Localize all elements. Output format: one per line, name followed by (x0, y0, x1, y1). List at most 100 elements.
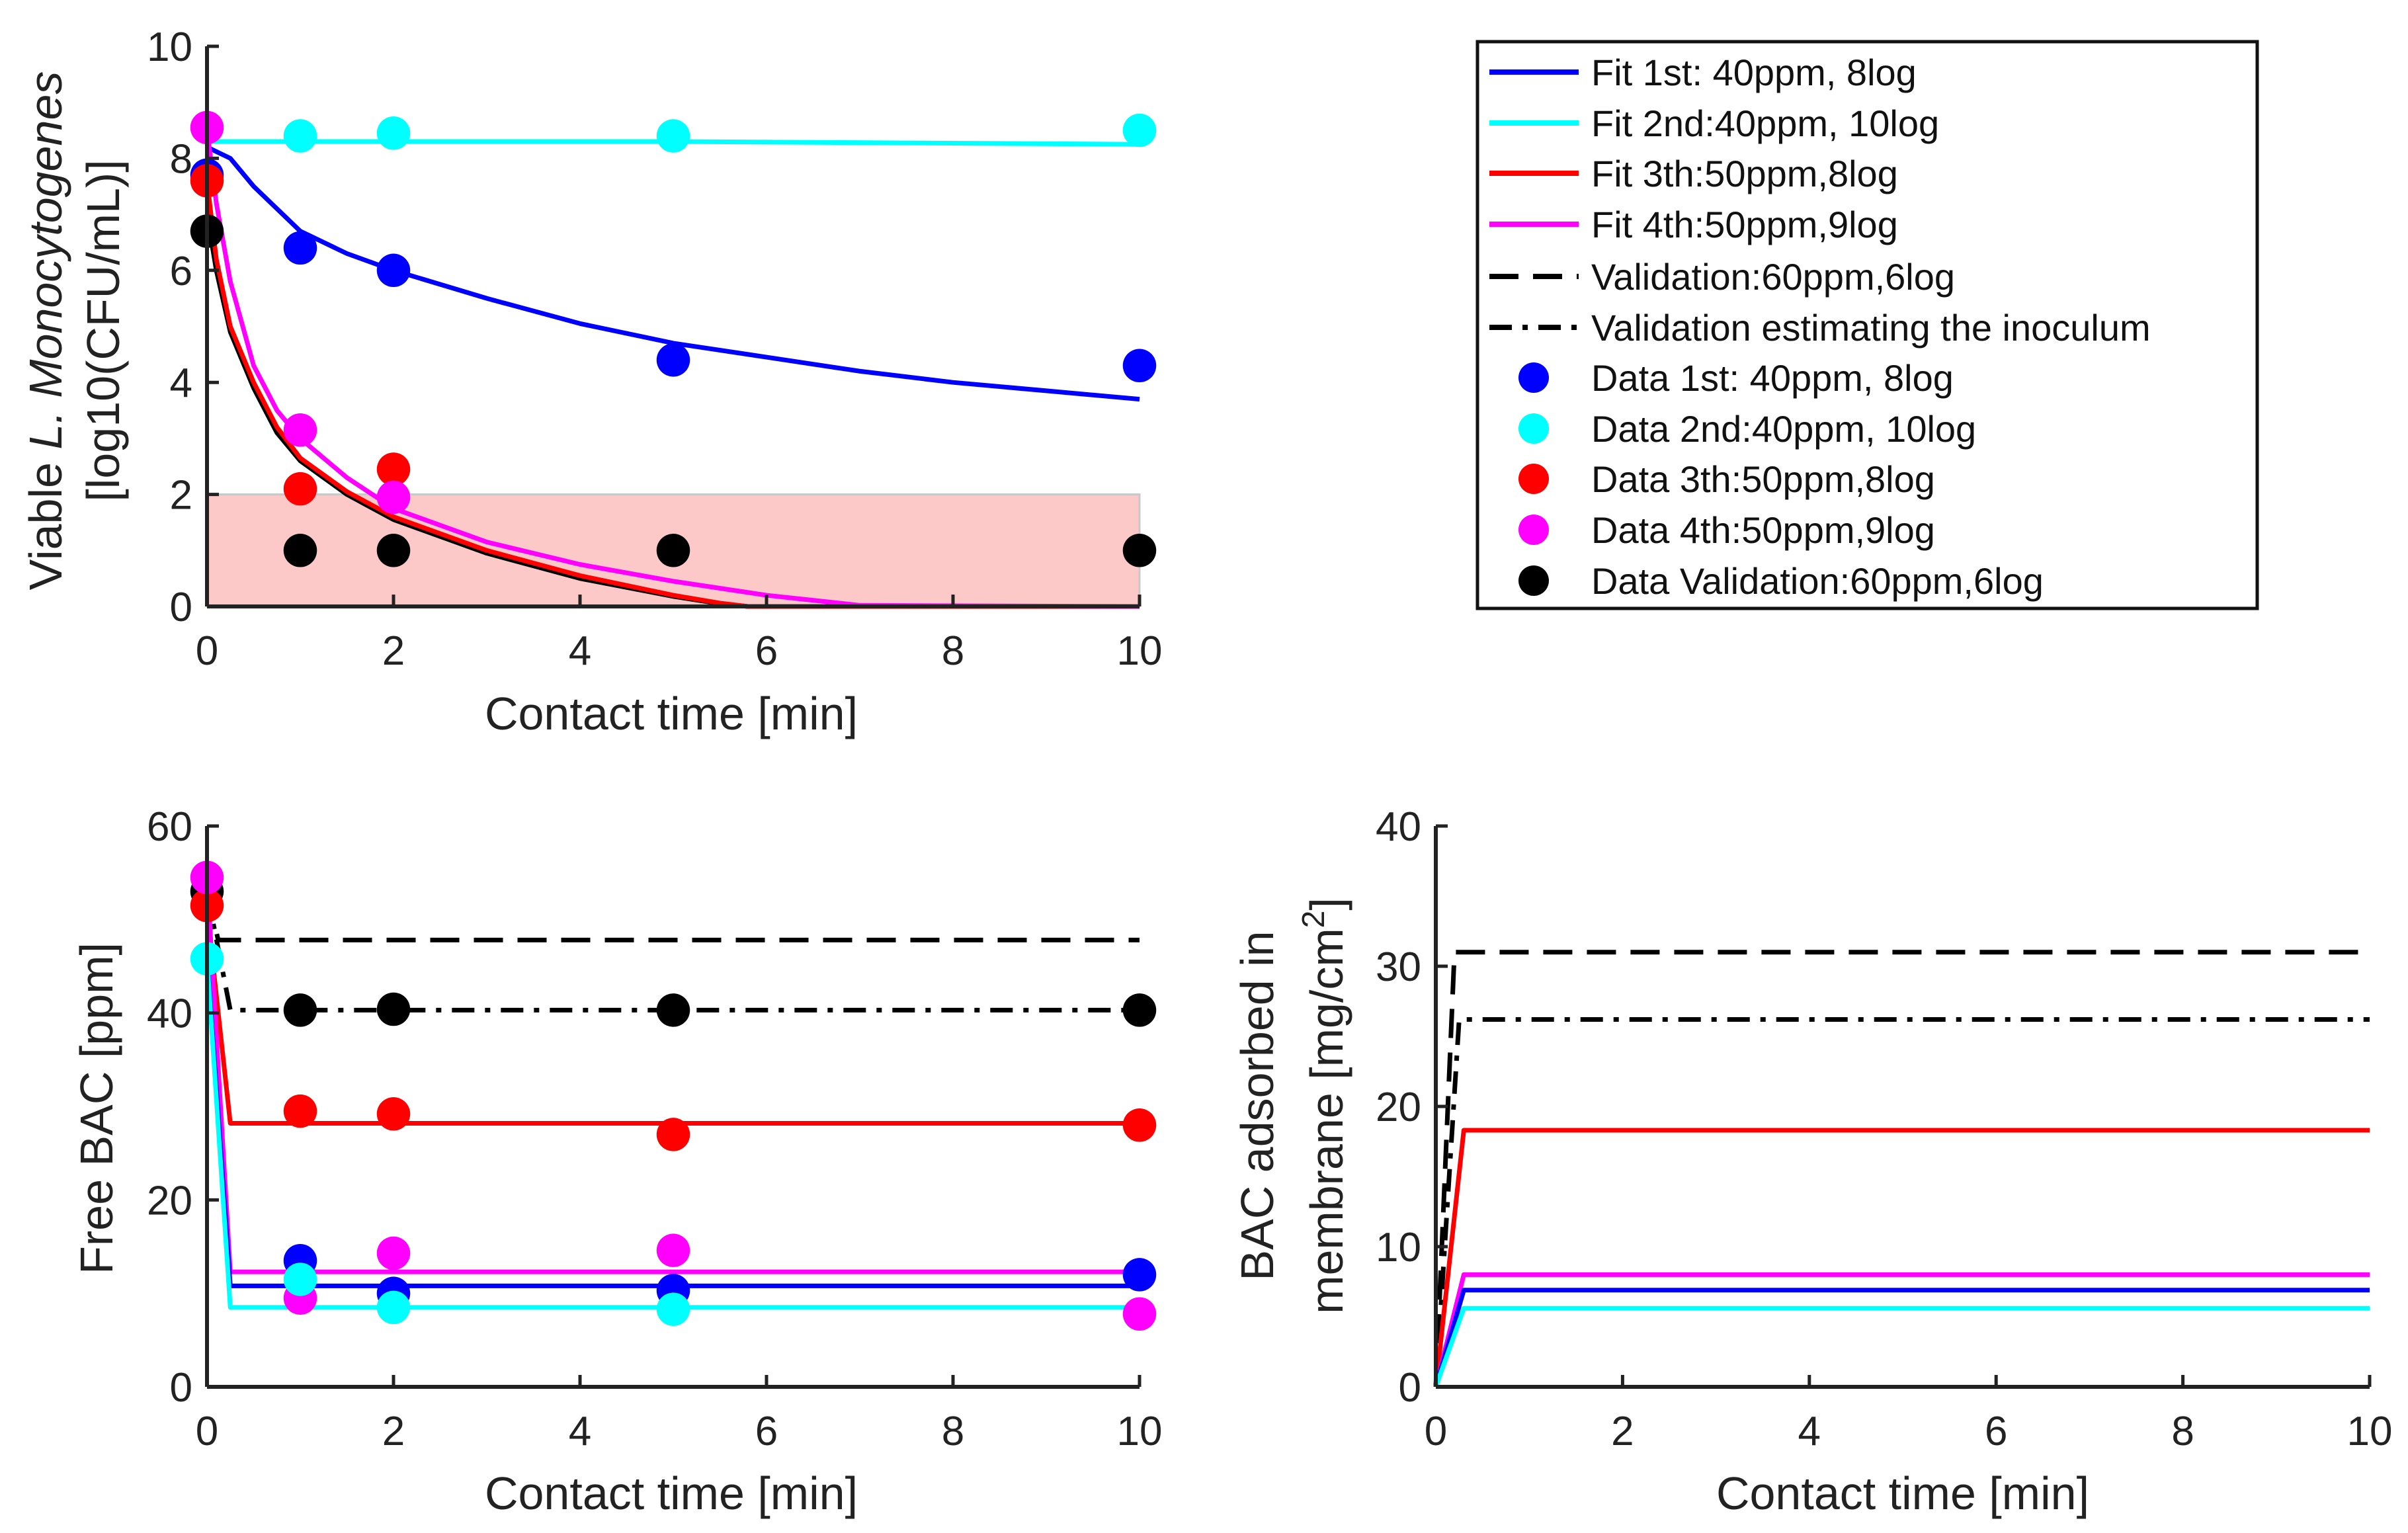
y-tick-label: 0 (170, 585, 192, 630)
y-tick-label: 6 (170, 249, 192, 294)
x-tick-label: 10 (2347, 1409, 2393, 1454)
data-point-data-2nd (283, 119, 317, 153)
data-point-data-validation (656, 993, 690, 1027)
series-line-fit-4th (204, 130, 1140, 609)
legend-item: Data 1st: 40ppm, 8log (1518, 357, 1954, 399)
viable-xlabel: Contact time [min] (485, 688, 858, 739)
data-point-data-1st (1122, 349, 1157, 383)
data-point-data-3th (376, 452, 411, 486)
data-point-data-validation (656, 534, 690, 567)
x-tick-label: 2 (382, 628, 405, 674)
data-point-data-4th (376, 1236, 411, 1270)
series-line-fit-4th (204, 877, 1140, 1274)
y-tick-label: 10 (147, 24, 192, 70)
y-tick-label: 8 (170, 136, 192, 182)
x-tick-label: 2 (1611, 1409, 1634, 1454)
data-point-data-validation (283, 534, 317, 567)
data-point-data-validation (1122, 534, 1157, 567)
data-point-data-3th (283, 1094, 317, 1128)
x-tick-label: 6 (755, 1409, 778, 1454)
y-tick-label: 0 (170, 1365, 192, 1411)
legend-label: Fit 4th:50ppm,9log (1591, 204, 1898, 245)
data-point-data-1st (656, 343, 690, 377)
legend-label: Data 1st: 40ppm, 8log (1591, 357, 1954, 399)
adsorbed-xlabel: Contact time [min] (1716, 1468, 2089, 1519)
y-tick-label: 40 (147, 991, 192, 1037)
legend-item: Fit 2nd:40ppm, 10log (1489, 103, 1939, 144)
x-tick-label: 4 (1798, 1409, 1821, 1454)
viable-count-plot: 0 2 4 6 8 10 0 2 4 6 8 10 (147, 24, 1162, 674)
series-line-fit-2nd (1433, 1305, 2370, 1388)
viable-ylabel-line2: [log10(CFU/mL)] (77, 159, 129, 501)
data-point-data-validation (376, 534, 411, 567)
x-tick-label: 4 (569, 628, 591, 674)
series-line-fit-2nd (204, 958, 1140, 1310)
legend-item: Fit 1st: 40ppm, 8log (1489, 52, 1917, 93)
data-point-data-1st (1122, 1258, 1157, 1292)
legend-item: Fit 3th:50ppm,8log (1489, 153, 1898, 194)
x-tick-label: 8 (942, 1409, 964, 1454)
y-tick-label: 20 (147, 1178, 192, 1223)
legend: Fit 1st: 40ppm, 8log Fit 2nd:40ppm, 10log… (1475, 40, 2259, 610)
legend-item: Data Validation:60ppm,6log (1518, 560, 2044, 602)
x-tick-label: 4 (569, 1409, 591, 1454)
data-point-data-4th (376, 480, 411, 515)
x-tick-label: 6 (1985, 1409, 2007, 1454)
x-tick-label: 0 (1425, 1409, 1447, 1454)
legend-label: Fit 2nd:40ppm, 10log (1591, 103, 1939, 144)
legend-label: Fit 1st: 40ppm, 8log (1591, 52, 1917, 93)
legend-item: Data 2nd:40ppm, 10log (1518, 408, 1976, 450)
free-bac-plot: 0 2 4 6 8 10 0 20 40 60 (147, 804, 1162, 1454)
freebac-xlabel: Contact time [min] (485, 1468, 858, 1519)
legend-box (1475, 40, 2259, 610)
legend-label: Data 4th:50ppm,9log (1591, 509, 1935, 551)
x-tick-label: 10 (1117, 1409, 1163, 1454)
legend-marker-swatch (1518, 413, 1549, 444)
y-tick-label: 4 (170, 360, 192, 406)
data-point-data-4th (656, 1233, 690, 1267)
data-point-data-2nd (1122, 113, 1157, 147)
y-tick-label: 20 (1376, 1085, 1421, 1130)
data-point-data-2nd (656, 1292, 690, 1326)
legend-label: Validation:60ppm,6log (1591, 256, 1955, 298)
data-point-data-4th (1122, 1297, 1157, 1331)
data-point-data-validation (1122, 993, 1157, 1027)
data-point-data-2nd (283, 1263, 317, 1296)
legend-label: Data 2nd:40ppm, 10log (1591, 408, 1976, 450)
y-tick-label: 30 (1376, 944, 1421, 990)
legend-item: Fit 4th:50ppm,9log (1489, 204, 1898, 245)
legend-label: Fit 3th:50ppm,8log (1591, 153, 1898, 194)
series-line-fit-1st (206, 145, 1140, 402)
legend-item: Data 4th:50ppm,9log (1518, 509, 1935, 551)
legend-marker-swatch (1518, 565, 1549, 596)
viable-ylabel-line1: Viable L. Monocytogenes (20, 71, 71, 591)
adsorbed-ylabel-line1: BAC adsorbed in (1231, 931, 1283, 1280)
x-tick-label: 8 (942, 628, 964, 674)
x-tick-label: 2 (382, 1409, 405, 1454)
freebac-ylabel: Free BAC [ppm] (71, 942, 122, 1274)
data-point-data-3th (283, 472, 317, 506)
legend-marker-swatch (1518, 464, 1549, 494)
y-tick-label: 40 (1376, 804, 1421, 850)
data-point-data-validation (376, 992, 411, 1026)
x-tick-label: 6 (755, 628, 778, 674)
legend-label: Validation estimating the inoculum (1591, 307, 2151, 349)
series-line-validation (204, 891, 1140, 942)
x-tick-label: 10 (1117, 628, 1163, 674)
y-tick-label: 10 (1376, 1225, 1421, 1270)
series-line-fit-3th (204, 180, 1140, 609)
x-tick-label: 0 (196, 1409, 218, 1454)
data-point-data-1st (376, 253, 411, 288)
data-point-data-2nd (656, 119, 690, 153)
series-line-validation-estimating-the-inoculum (1433, 1017, 2370, 1388)
data-point-data-validation (283, 993, 317, 1027)
data-point-data-2nd (376, 1290, 411, 1325)
adsorbed-bac-plot: 0 2 4 6 8 10 0 10 20 30 40 (1376, 804, 2392, 1454)
y-tick-label: 60 (147, 804, 192, 850)
series-line-fit-1st (1433, 1288, 2370, 1388)
adsorbed-ylabel-line2: membrane [mg/cm2] (1296, 897, 1352, 1314)
x-tick-label: 8 (2171, 1409, 2194, 1454)
series-line-validation-estimating-the-inoculum (204, 891, 1140, 1013)
x-tick-label: 0 (196, 628, 218, 674)
